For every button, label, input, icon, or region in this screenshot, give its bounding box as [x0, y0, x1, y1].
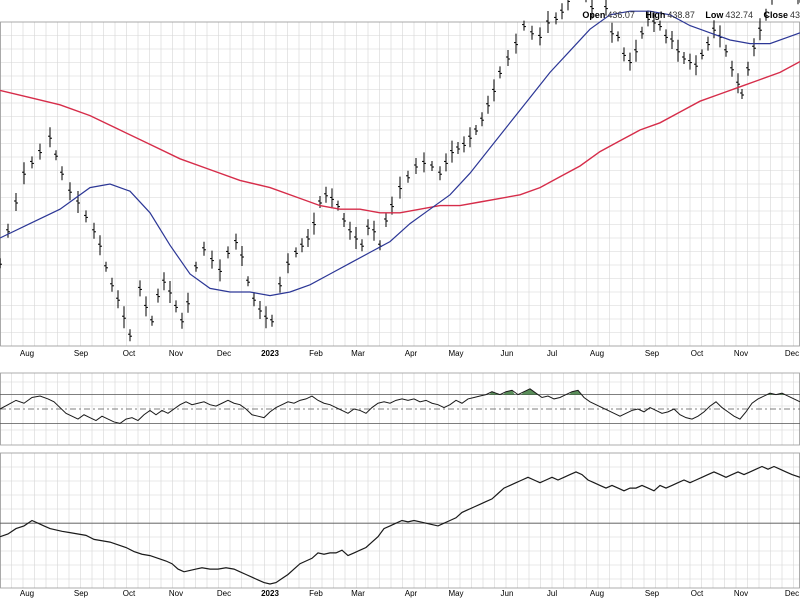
xaxis-bottom-label-15: Nov — [734, 589, 748, 598]
open-value: 436.07 — [607, 10, 635, 20]
high-label: High — [645, 10, 666, 20]
xaxis-top-label-16: Dec — [785, 349, 799, 358]
xaxis-bottom-label-1: Sep — [74, 589, 89, 598]
open-label: Open — [582, 10, 606, 20]
xaxis-top-label-0: Aug — [20, 349, 34, 358]
xaxis-bottom-label-6: Feb — [309, 589, 323, 598]
xaxis-top-label-10: Jun — [501, 349, 514, 358]
rsi-overbought-fill — [503, 390, 515, 395]
xaxis-top-label-3: Nov — [169, 349, 183, 358]
low-label: Low — [705, 10, 724, 20]
xaxis-bottom-label-12: Aug — [590, 589, 604, 598]
rsi-line — [0, 388, 800, 424]
xaxis-bottom-label-2: Oct — [123, 589, 136, 598]
xaxis-bottom-label-3: Nov — [169, 589, 183, 598]
high-value: 438.87 — [667, 10, 695, 20]
xaxis-top-label-6: Feb — [309, 349, 323, 358]
panel-bg-2 — [0, 453, 800, 588]
xaxis-top-label-9: May — [448, 349, 463, 358]
xaxis-bottom-label-4: Dec — [217, 589, 231, 598]
ma-short-line — [0, 10, 800, 297]
rsi-overbought-fill — [569, 390, 581, 395]
xaxis-bottom-label-7: Mar — [351, 589, 365, 598]
rsi-overbought-fill — [521, 388, 539, 395]
ratio-line — [0, 465, 800, 585]
xaxis-bottom-label-5: 2023 — [261, 589, 279, 598]
xaxis-top-label-11: Jul — [547, 349, 557, 358]
xaxis-top-label-2: Oct — [123, 349, 136, 358]
xaxis-top-label-1: Sep — [74, 349, 89, 358]
ohlc-readout: Open 436.07 High 438.87 Low 432.74 Close 43 — [574, 10, 800, 20]
xaxis-top-label-4: Dec — [217, 349, 231, 358]
close-label: Close — [763, 10, 788, 20]
xaxis-top-label-15: Nov — [734, 349, 748, 358]
xaxis-bottom-label-16: Dec — [785, 589, 799, 598]
xaxis-bottom-label-11: Jul — [547, 589, 557, 598]
xaxis-bottom-label-0: Aug — [20, 589, 34, 598]
ma-long-line — [0, 60, 800, 214]
xaxis-top-label-14: Oct — [691, 349, 704, 358]
close-value: 43 — [789, 10, 800, 20]
xaxis-top-label-12: Aug — [590, 349, 604, 358]
low-value: 432.74 — [725, 10, 753, 20]
xaxis-bottom-label-8: Apr — [405, 589, 418, 598]
xaxis-top-label-8: Apr — [405, 349, 418, 358]
xaxis-top-label-7: Mar — [351, 349, 365, 358]
xaxis-bottom-label-13: Sep — [645, 589, 660, 598]
xaxis-bottom-label-10: Jun — [501, 589, 514, 598]
panel-bg-1 — [0, 373, 800, 445]
xaxis-top-label-5: 2023 — [261, 349, 279, 358]
xaxis-bottom-label-14: Oct — [691, 589, 704, 598]
xaxis-bottom-label-9: May — [448, 589, 463, 598]
xaxis-top-label-13: Sep — [645, 349, 660, 358]
